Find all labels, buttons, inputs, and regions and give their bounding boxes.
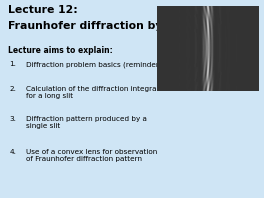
Text: Diffraction pattern produced by a
single slit: Diffraction pattern produced by a single…	[26, 116, 147, 129]
Text: Use of a convex lens for observation
of Fraunhofer diffraction pattern: Use of a convex lens for observation of …	[26, 149, 158, 163]
Text: Diffraction problem basics (reminder): Diffraction problem basics (reminder)	[26, 61, 162, 68]
Text: Lecture aims to explain:: Lecture aims to explain:	[8, 46, 113, 54]
Text: 4.: 4.	[9, 149, 16, 155]
Text: 1.: 1.	[9, 61, 16, 67]
Text: 2.: 2.	[9, 86, 16, 92]
Text: Lecture 12:: Lecture 12:	[8, 5, 78, 15]
Text: 3.: 3.	[9, 116, 16, 122]
Text: Fraunhofer diffraction by a single slit: Fraunhofer diffraction by a single slit	[8, 21, 236, 31]
Text: Calculation of the diffraction integral
for a long slit: Calculation of the diffraction integral …	[26, 86, 159, 99]
